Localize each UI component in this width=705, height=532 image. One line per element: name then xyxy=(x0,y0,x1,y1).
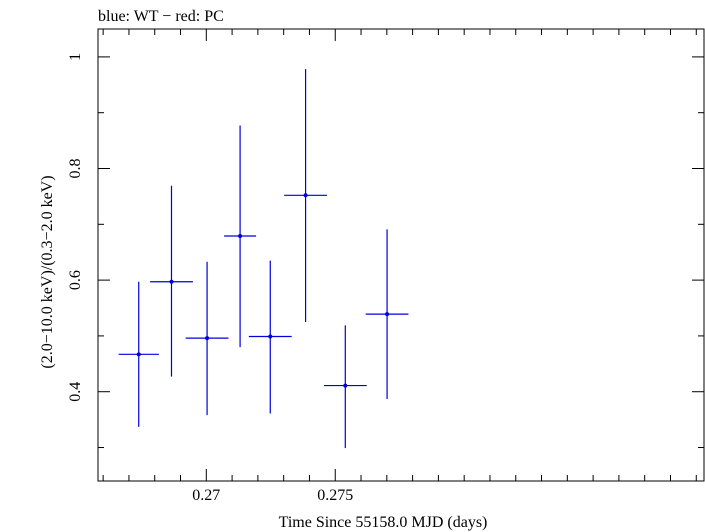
point-marker xyxy=(303,193,308,198)
x-axis-label: Time Since 55158.0 MJD (days) xyxy=(279,514,488,531)
data-point xyxy=(284,69,327,322)
y-tick-label: 0.8 xyxy=(67,159,84,179)
data-point xyxy=(185,261,229,416)
chart-title: blue: WT − red: PC xyxy=(98,8,224,25)
point-marker xyxy=(238,234,243,239)
point-marker xyxy=(268,334,273,339)
x-axis: 0.27 0.275 xyxy=(102,29,697,504)
data-point xyxy=(248,260,292,414)
y-tick-label: 0.4 xyxy=(67,382,84,402)
data-point xyxy=(118,281,159,427)
point-marker xyxy=(385,312,390,317)
data-point xyxy=(365,229,409,399)
data-point xyxy=(150,185,193,377)
point-marker xyxy=(136,352,141,357)
data-point xyxy=(323,325,367,449)
y-tick-label: 0.6 xyxy=(67,270,84,290)
y-axis-label: (2.0−10.0 keV)/(0.3−2.0 keV) xyxy=(39,175,56,368)
point-marker xyxy=(205,336,210,341)
data-points xyxy=(118,69,409,449)
point-marker xyxy=(343,383,348,388)
x-tick-label: 0.27 xyxy=(192,487,220,504)
point-marker xyxy=(169,279,174,284)
y-tick-label: 1 xyxy=(67,53,84,61)
data-point xyxy=(224,125,257,348)
plot-frame xyxy=(97,28,705,482)
x-tick-label: 0.275 xyxy=(317,487,353,504)
y-axis: 0.4 0.6 0.8 1 xyxy=(67,53,704,449)
